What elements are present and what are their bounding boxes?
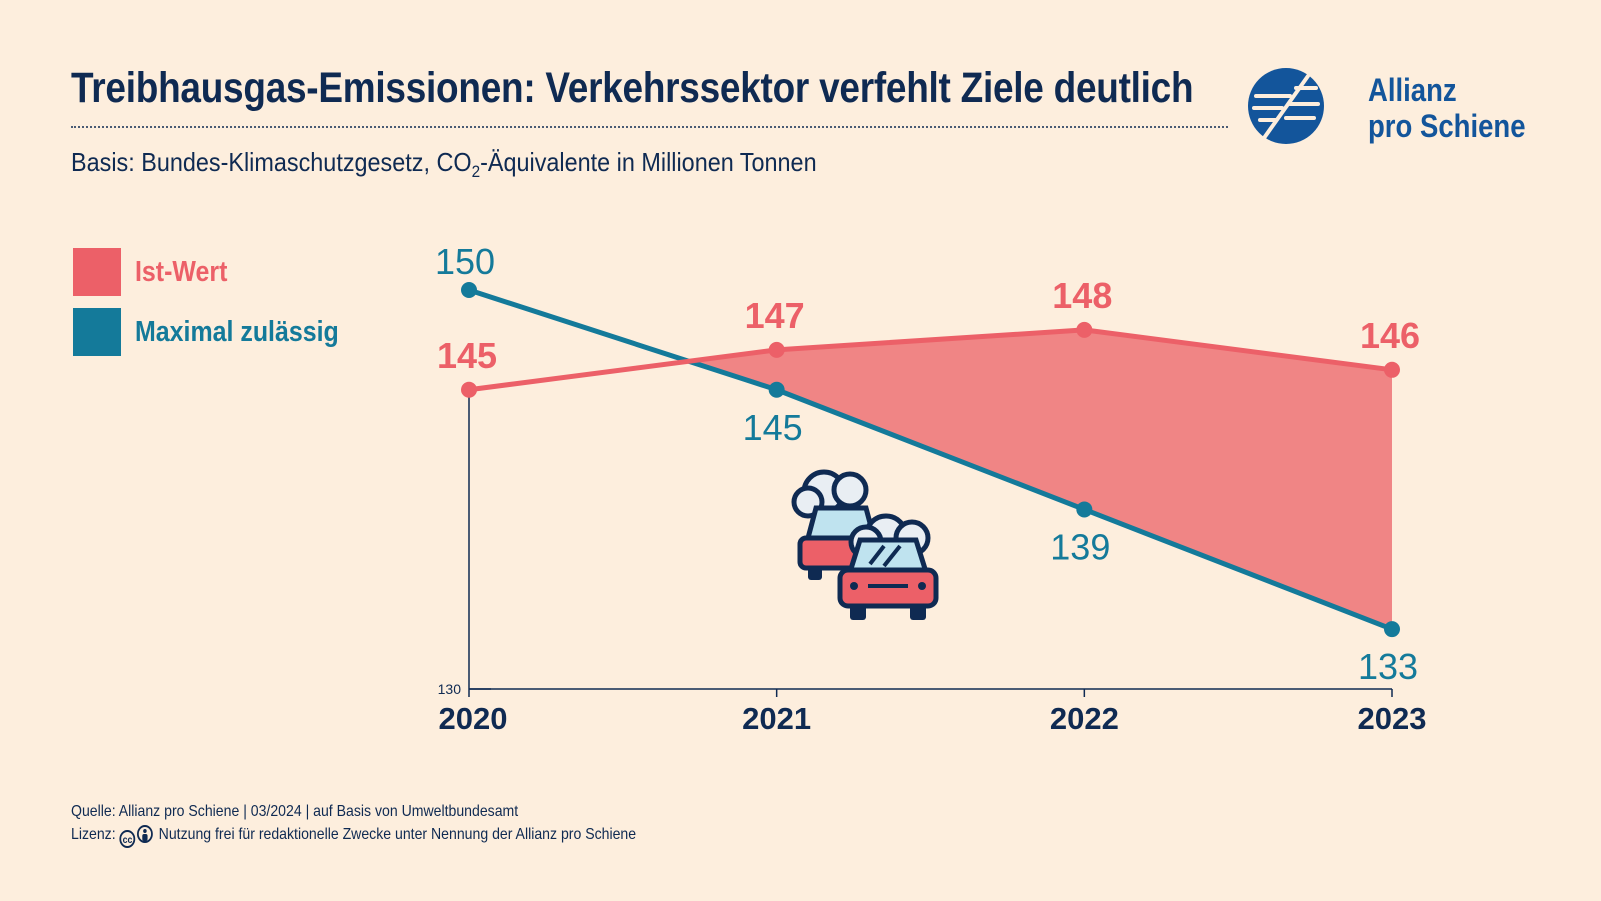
point-ist-2021 xyxy=(768,341,785,358)
page-title: Treibhausgas-Emissionen: Verkehrssektor … xyxy=(71,64,1194,112)
title-divider xyxy=(71,126,1228,128)
point-ist-2023 xyxy=(1384,361,1400,378)
logo-mark-icon xyxy=(1248,68,1324,144)
data-label-ist-2023: 146 xyxy=(1360,315,1420,356)
legend-swatch-maximal-zulaessig xyxy=(73,308,121,356)
cars-exhaust-icon xyxy=(791,469,939,620)
logo-wordmark: Allianz pro Schiene xyxy=(1368,72,1526,144)
data-label-maximal-2022: 139 xyxy=(1050,526,1110,567)
point-maximal-2020 xyxy=(461,282,477,298)
data-label-ist-2020: 145 xyxy=(437,335,497,376)
legend-label-ist-wert: Ist-Wert xyxy=(135,256,228,288)
x-label-2021: 2021 xyxy=(742,701,811,736)
x-label-2022: 2022 xyxy=(1050,701,1119,736)
legend-label-maximal-zulaessig: Maximal zulässig xyxy=(135,316,339,348)
data-label-ist-2022: 148 xyxy=(1052,275,1112,316)
point-ist-2022 xyxy=(1076,321,1093,338)
license-text: Nutzung frei für redaktionelle Zwecke un… xyxy=(158,826,637,843)
footer-license: Lizenz: cc Nutzung frei für redaktionell… xyxy=(71,823,636,848)
cc-icon: cc xyxy=(119,830,136,848)
x-label-2023: 2023 xyxy=(1358,701,1427,736)
logo-line-1: Allianz xyxy=(1368,72,1457,108)
point-ist-2020 xyxy=(461,381,477,398)
exceedance-area xyxy=(688,329,1392,630)
series-line-ist-wert xyxy=(466,327,1395,393)
data-label-maximal-2023: 133 xyxy=(1358,646,1418,687)
point-maximal-2022 xyxy=(1076,501,1093,518)
cc-by-icon xyxy=(137,825,153,843)
logo-line-2: pro Schiene xyxy=(1368,108,1526,144)
license-label: Lizenz: xyxy=(71,826,116,843)
x-label-2020: 2020 xyxy=(439,701,508,736)
legend-swatch-ist-wert xyxy=(73,248,121,296)
data-label-maximal-2020: 150 xyxy=(435,241,495,282)
y-tick-label: 130 xyxy=(438,681,462,697)
footer: Quelle: Allianz pro Schiene | 03/2024 | … xyxy=(71,800,636,848)
allianz-pro-schiene-logo: Allianz pro Schiene xyxy=(1248,68,1542,148)
page-subtitle: Basis: Bundes-Klimaschutzgesetz, CO2-Äqu… xyxy=(71,147,817,181)
footer-source: Quelle: Allianz pro Schiene | 03/2024 | … xyxy=(71,803,519,820)
series-line-maximal-zulaessig xyxy=(466,287,1395,632)
data-label-maximal-2021: 145 xyxy=(743,407,803,448)
point-maximal-2023 xyxy=(1384,621,1400,638)
data-label-ist-2021: 147 xyxy=(745,295,805,336)
point-maximal-2021 xyxy=(768,381,785,398)
